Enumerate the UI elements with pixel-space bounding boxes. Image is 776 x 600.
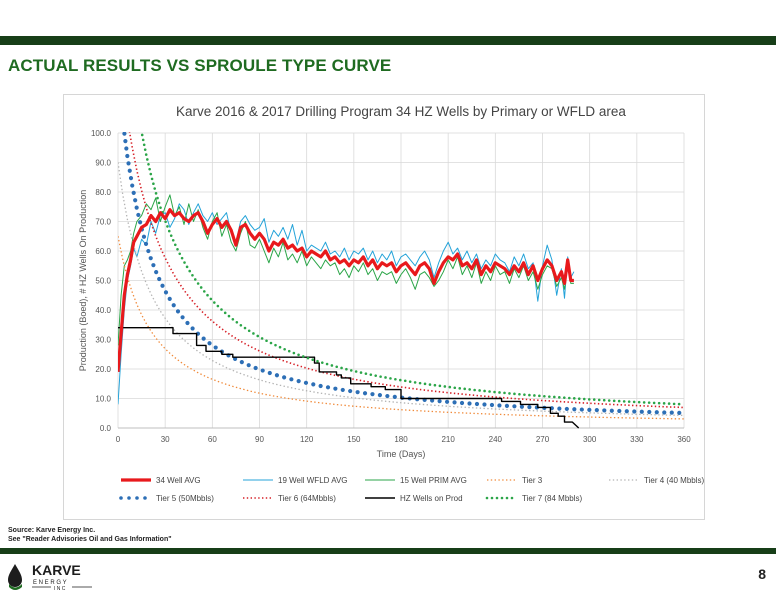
chart-frame xyxy=(63,94,705,520)
legend-label: 19 Well WFLD AVG xyxy=(278,476,348,485)
chart-title: Karve 2016 & 2017 Drilling Program 34 HZ… xyxy=(176,104,626,119)
source-line-1: Source: Karve Energy Inc. xyxy=(8,527,96,534)
bottom-brand-bar xyxy=(0,548,776,554)
x-tick-label: 210 xyxy=(441,435,455,444)
x-tick-label: 150 xyxy=(347,435,361,444)
series-line-hz-wells-on-prod xyxy=(118,327,580,429)
series-line-tier-7-84-mbbls- xyxy=(140,132,684,406)
y-tick-label: 30.0 xyxy=(95,336,111,345)
legend-label: 34 Well AVG xyxy=(156,476,201,485)
x-tick-label: 60 xyxy=(208,435,217,444)
logo-inc: I N C xyxy=(54,586,66,592)
x-tick-label: 360 xyxy=(677,435,691,444)
y-tick-label: 60.0 xyxy=(95,247,111,256)
top-brand-bar xyxy=(0,36,776,45)
decline-chart: Karve 2016 & 2017 Drilling Program 34 HZ… xyxy=(78,104,705,503)
x-tick-label: 300 xyxy=(583,435,597,444)
legend-label: Tier 7 (84 Mbbls) xyxy=(522,494,583,503)
oil-drop-icon xyxy=(8,564,22,590)
y-axis-label: Production (Boed), # HZ Wells On Product… xyxy=(78,190,88,371)
x-tick-label: 180 xyxy=(394,435,408,444)
y-tick-label: 80.0 xyxy=(95,188,111,197)
y-tick-label: 0.0 xyxy=(100,424,112,433)
y-tick-label: 70.0 xyxy=(95,218,111,227)
y-tick-label: 40.0 xyxy=(95,306,111,315)
series-line-19-well-wfld-avg xyxy=(118,203,575,405)
x-tick-label: 90 xyxy=(255,435,264,444)
legend-label: 15 Well PRIM AVG xyxy=(400,476,467,485)
karve-logo: KARVE E N E R G Y I N C xyxy=(8,562,92,592)
legend-label: Tier 5 (50Mbbls) xyxy=(156,494,214,503)
legend-label: HZ Wells on Prod xyxy=(400,494,463,503)
series-line-15-well-prim-avg xyxy=(118,194,574,346)
legend-label: Tier 4 (40 Mbbls) xyxy=(644,476,705,485)
y-tick-label: 10.0 xyxy=(95,395,111,404)
slide-title: ACTUAL RESULTS VS SPROULE TYPE CURVE xyxy=(8,56,392,75)
x-tick-label: 270 xyxy=(536,435,550,444)
series-line-34-well-avg xyxy=(118,208,574,373)
x-axis-label: Time (Days) xyxy=(377,449,426,459)
x-tick-label: 30 xyxy=(161,435,170,444)
y-tick-label: 20.0 xyxy=(95,365,111,374)
plot-area xyxy=(118,132,684,429)
x-tick-label: 330 xyxy=(630,435,644,444)
source-note: Source: Karve Energy Inc. See "Reader Ad… xyxy=(8,526,172,544)
series-line-tier-4-40-mbbls- xyxy=(118,162,684,417)
x-tick-label: 240 xyxy=(489,435,503,444)
page-number: 8 xyxy=(758,566,766,582)
y-tick-label: 90.0 xyxy=(95,159,111,168)
legend-label: Tier 6 (64Mbbls) xyxy=(278,494,336,503)
x-tick-label: 120 xyxy=(300,435,314,444)
logo-wordmark: KARVE xyxy=(32,562,81,578)
source-line-2: See "Reader Advisories Oil and Gas Infor… xyxy=(8,536,172,543)
y-tick-label: 100.0 xyxy=(91,129,112,138)
legend-label: Tier 3 xyxy=(522,476,543,485)
y-tick-label: 50.0 xyxy=(95,277,111,286)
logo-energy: E N E R G Y xyxy=(33,580,67,586)
x-tick-label: 0 xyxy=(116,435,121,444)
